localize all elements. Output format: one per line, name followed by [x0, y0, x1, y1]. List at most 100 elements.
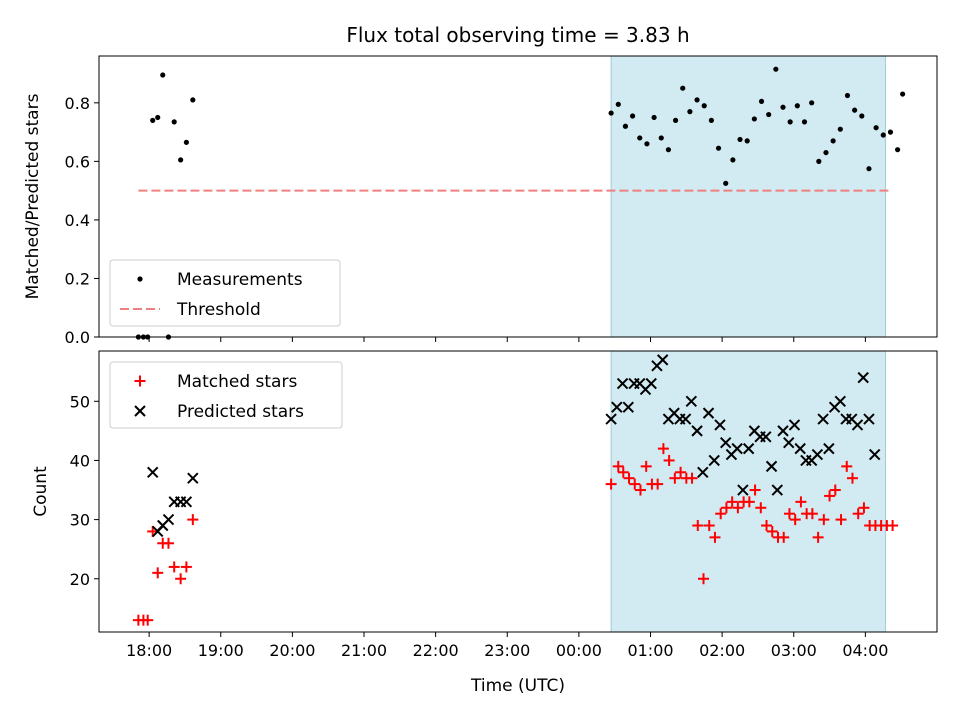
predicted-star-point — [737, 484, 749, 496]
legend-predicted-marker — [134, 405, 146, 417]
matched-star-point — [755, 502, 767, 514]
ratio-y-axis-label: Matched/Predicted stars — [23, 93, 43, 299]
chart-title: Flux total observing time = 3.83 h — [346, 23, 689, 47]
matched-star-point — [766, 525, 778, 537]
legend-measurement-marker — [137, 276, 143, 282]
count-panel: 20 30 40 50 18:00 19:00 20:00 21:00 22:00 23:00 0… — [31, 350, 938, 660]
predicted-star-point — [162, 513, 175, 526]
measurement-point — [615, 101, 621, 107]
matched-star-point — [726, 496, 738, 508]
predicted-star-point — [868, 448, 881, 461]
measurement-point — [844, 92, 851, 99]
x-tick-label: 04:00 — [842, 641, 888, 660]
matched-star-point — [162, 537, 174, 549]
measurement-point — [816, 158, 822, 164]
matched-star-point — [789, 514, 801, 526]
matched-star-point — [623, 472, 635, 484]
measurement-point — [658, 135, 664, 141]
measurement-point — [744, 138, 750, 144]
predicted-star-point — [708, 454, 720, 467]
matched-star-point — [846, 472, 858, 484]
measurement-point — [687, 109, 693, 115]
y-tick-label: 0.2 — [65, 269, 90, 288]
measurement-point — [651, 114, 657, 121]
predicted-star-point — [788, 419, 801, 431]
matched-star-point — [818, 514, 830, 526]
measurement-point — [773, 66, 779, 72]
ratio-y-axis: 0.0 0.2 0.4 0.6 0.8 — [65, 94, 99, 347]
x-tick-label: 20:00 — [269, 641, 315, 660]
observing-window-span-bottom — [610, 350, 886, 633]
matched-star-point — [720, 502, 732, 514]
matched-star-point — [778, 531, 790, 543]
matched-star-point — [605, 478, 617, 490]
matched-star-point — [669, 472, 681, 484]
matched-star-point — [709, 531, 721, 543]
predicted-star-point — [147, 466, 159, 478]
legend-label: Predicted stars — [177, 402, 304, 422]
matched-star-point — [806, 508, 818, 520]
predicted-star-point — [720, 436, 732, 449]
x-tick-label: 03:00 — [771, 641, 817, 660]
measurement-point — [751, 116, 757, 122]
predicted-star-point — [823, 442, 835, 455]
predicted-star-point — [811, 448, 824, 461]
measurement-point — [766, 111, 772, 118]
y-tick-label: 20 — [70, 570, 90, 589]
measurement-point — [900, 91, 906, 97]
matched-star-point — [142, 614, 154, 626]
predicted-star-point — [783, 436, 795, 449]
matched-star-point — [612, 460, 624, 472]
legend-matched-marker — [134, 375, 146, 387]
predicted-star-point — [702, 407, 715, 419]
predicted-star-point — [645, 377, 657, 390]
matched-star-point — [841, 460, 853, 472]
count-panel-frame — [98, 350, 938, 633]
ratio-legend: Measurements Threshold — [109, 259, 341, 327]
ratio-plot-area — [135, 66, 906, 340]
matched-star-point — [629, 478, 641, 490]
legend-label: Matched stars — [177, 372, 297, 392]
measurement-point — [737, 136, 743, 143]
measurement-point — [608, 110, 614, 116]
measurement-point — [730, 157, 736, 163]
count-y-axis-label: Count — [31, 466, 51, 517]
measurement-point — [160, 72, 166, 78]
matched-star-point — [652, 478, 664, 490]
measurement-point — [837, 126, 843, 132]
matched-star-point — [829, 484, 841, 496]
measurement-point — [830, 138, 836, 144]
measurement-point — [887, 129, 894, 135]
matched-star-point — [692, 520, 704, 532]
matched-star-point — [703, 520, 715, 532]
predicted-star-point — [794, 442, 806, 455]
legend-label: Threshold — [176, 300, 261, 320]
measurement-point — [823, 149, 829, 156]
x-tick-label: 00:00 — [556, 641, 602, 660]
measurement-point — [183, 139, 189, 145]
x-tick-label: 02:00 — [699, 641, 745, 660]
matched-star-point — [732, 502, 744, 514]
predicted-star-point — [851, 419, 864, 431]
x-tick-label: 21:00 — [341, 641, 387, 660]
y-tick-label: 0.4 — [65, 211, 90, 230]
y-tick-label: 0.6 — [65, 152, 90, 171]
measurement-point — [150, 117, 156, 123]
matched-star-point — [698, 573, 710, 585]
matched-star-point — [858, 502, 870, 514]
measurement-point — [178, 157, 184, 163]
matched-star-point — [686, 472, 698, 484]
y-tick-label: 0.8 — [65, 94, 90, 113]
y-tick-label: 50 — [70, 392, 90, 411]
y-tick-label: 40 — [70, 451, 90, 470]
measurement-point — [644, 141, 650, 147]
ratio-panel-frame — [98, 55, 938, 338]
measurement-point — [895, 147, 901, 153]
measurement-point — [171, 119, 177, 125]
x-tick-label: 18:00 — [126, 641, 172, 660]
measurement-point — [622, 123, 629, 129]
measurement-point — [694, 97, 700, 103]
matched-star-point — [749, 484, 761, 496]
matched-star-point — [634, 484, 646, 496]
